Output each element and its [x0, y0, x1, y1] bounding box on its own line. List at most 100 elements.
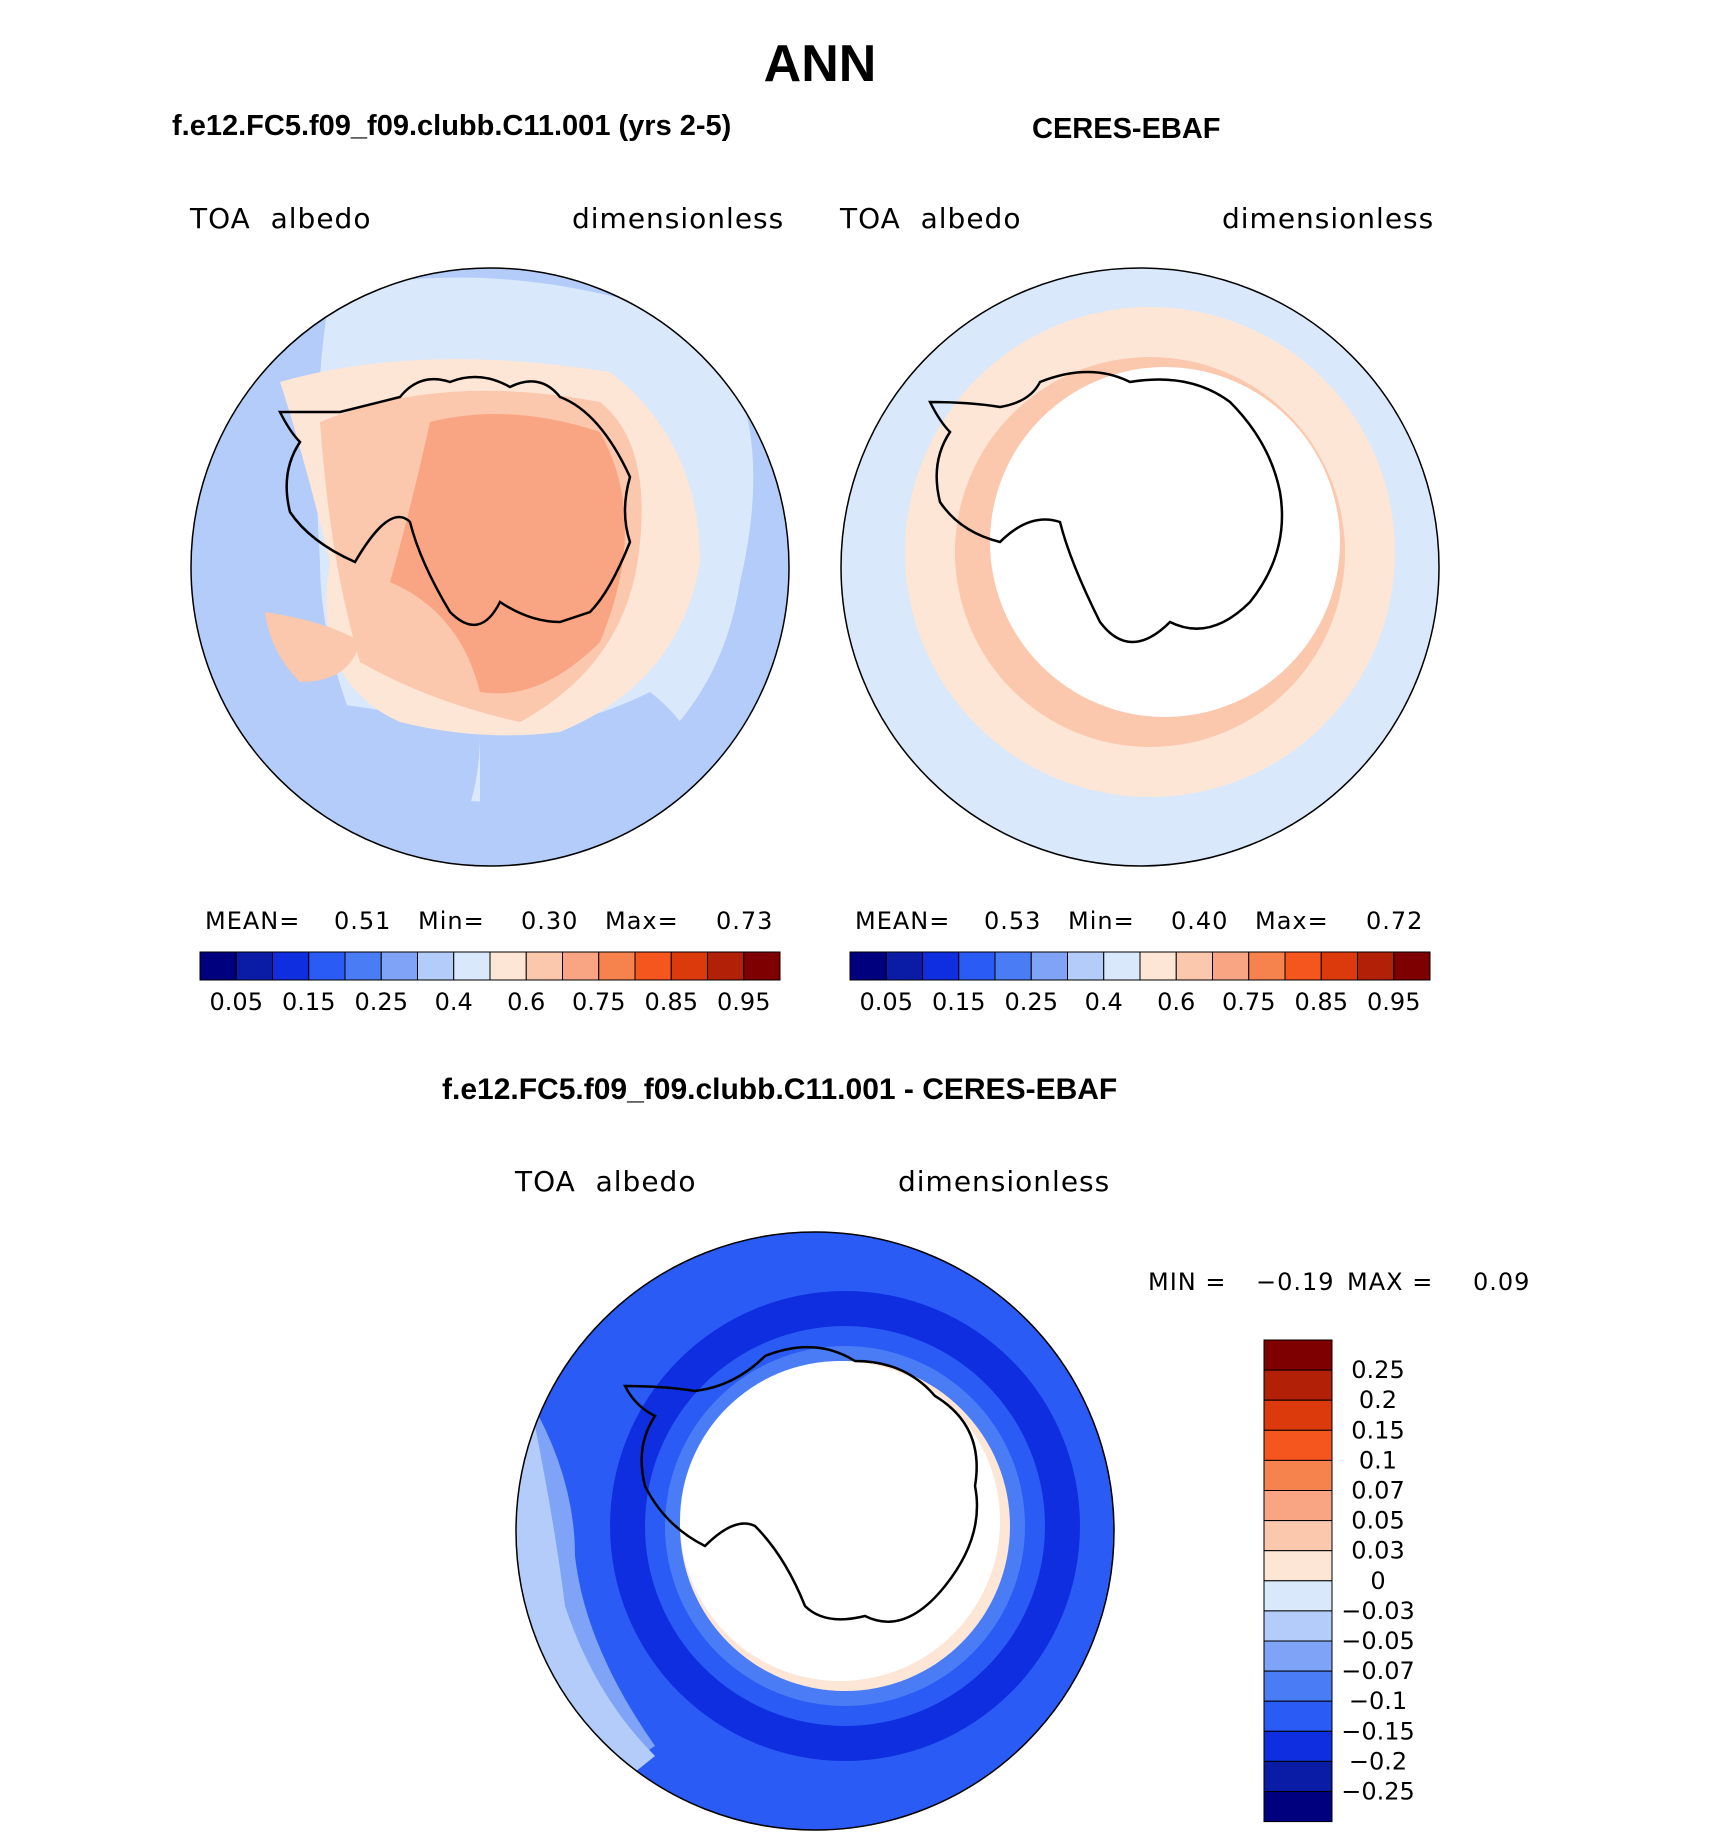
panel1-colorbar-swatch	[670, 951, 708, 981]
panel2-variable-label: TOA albedo	[840, 202, 1022, 235]
diff-colorbar-tick-label: 0.2	[1359, 1386, 1397, 1414]
panel1-variable-label: TOA albedo	[190, 202, 372, 235]
diff-colorbar-swatch	[1263, 1640, 1333, 1672]
panel2-colorbar-swatch	[1248, 951, 1286, 981]
panel1-mean-value: 0.51	[334, 907, 392, 935]
panel1-colorbar-tick-label: 0.05	[210, 988, 263, 1016]
antarctica-coastline	[277, 375, 632, 627]
diff-colorbar-tick-label: −0.05	[1341, 1627, 1415, 1655]
panel1-min-label: Min=	[418, 907, 485, 935]
antarctica-coastline	[927, 370, 1284, 644]
panel1-colorbar-swatch	[344, 951, 382, 981]
diff-colorbar-tick-label: −0.07	[1341, 1657, 1415, 1685]
panel1-colorbar-swatch	[199, 951, 237, 981]
panel1-colorbar-swatch	[598, 951, 636, 981]
panel2-colorbar-swatch	[1067, 951, 1105, 981]
panel2-colorbar-swatch	[885, 951, 923, 981]
diff-colorbar-tick-label: 0.05	[1351, 1507, 1404, 1535]
panel1-colorbar-swatch	[634, 951, 672, 981]
diff-variable-label: TOA albedo	[515, 1165, 697, 1198]
panel1-mean-label: MEAN=	[205, 907, 301, 935]
panel2-colorbar-tick-label: 0.95	[1367, 988, 1420, 1016]
diff-colorbar-tick-label: −0.1	[1349, 1687, 1407, 1715]
diff-colorbar-swatch	[1263, 1459, 1333, 1492]
diff-colorbar-swatch	[1263, 1490, 1333, 1522]
panel1-colorbar-swatch	[743, 951, 781, 981]
diff-min-value: −0.19	[1256, 1268, 1335, 1296]
panel1-colorbar-tick-label: 0.4	[435, 988, 473, 1016]
difference-colorbar: 0.250.20.150.10.070.050.030−0.03−0.05−0.…	[1263, 1339, 1415, 1823]
panel2-colorbar-tick-label: 0.75	[1222, 988, 1275, 1016]
diff-colorbar-swatch	[1263, 1429, 1333, 1461]
diff-colorbar-swatch	[1263, 1760, 1333, 1792]
diff-colorbar-swatch	[1263, 1670, 1333, 1702]
panel2-colorbar-swatch	[1320, 951, 1358, 981]
panel1-colorbar-tick-label: 0.95	[717, 988, 770, 1016]
difference-albedo-map	[515, 1231, 1115, 1831]
panel2-colorbar: 0.05 0.15 0.25 0.4 0.6 0.75 0.85 0.95	[849, 951, 1431, 1016]
diff-colorbar-swatch	[1263, 1550, 1333, 1582]
panel1-colorbar-swatch	[489, 951, 527, 981]
panel1-colorbar-tick-label: 0.25	[355, 988, 408, 1016]
diff-colorbar-tick-label: −0.03	[1341, 1597, 1415, 1625]
panel1-min-value: 0.30	[521, 907, 579, 935]
diff-colorbar-swatch	[1263, 1339, 1333, 1371]
diff-colorbar-tick-label: 0.03	[1351, 1537, 1404, 1565]
missing-data-region	[990, 367, 1340, 717]
panel1-colorbar-swatch	[525, 951, 563, 981]
panel2-colorbar-swatch	[922, 951, 960, 981]
panel1-colorbar-tick-label: 0.6	[507, 988, 545, 1016]
panel1-max-label: Max=	[605, 907, 679, 935]
panel2-colorbar-tick-label: 0.6	[1157, 988, 1195, 1016]
panel2-colorbar-swatch	[1393, 951, 1431, 981]
panel2-colorbar-swatch	[958, 951, 996, 981]
panel1-colorbar-swatch	[308, 951, 346, 981]
panel2-colorbar-tick-label: 0.4	[1085, 988, 1123, 1016]
panel1-colorbar-swatch	[235, 951, 273, 981]
diff-units-label: dimensionless	[898, 1165, 1111, 1198]
diff-max-label: MAX =	[1347, 1268, 1434, 1296]
diff-colorbar-tick-label: 0.15	[1351, 1416, 1404, 1444]
obs-case-title: CERES-EBAF	[1032, 113, 1221, 145]
diff-colorbar-swatch	[1263, 1791, 1333, 1823]
panel2-colorbar-swatch	[1212, 951, 1250, 981]
panel1-colorbar-swatch	[562, 951, 600, 981]
model-case-title: f.e12.FC5.f09_f09.clubb.C11.001 (yrs 2-5…	[172, 110, 732, 142]
diff-colorbar-swatch	[1263, 1580, 1333, 1612]
panel1-colorbar-tick-label: 0.85	[645, 988, 698, 1016]
panel1-units-label: dimensionless	[572, 202, 785, 235]
diff-colorbar-swatch	[1263, 1399, 1333, 1431]
model-albedo-map	[190, 267, 790, 867]
panel2-colorbar-swatch	[1175, 951, 1213, 981]
panel2-colorbar-swatch	[1139, 951, 1177, 981]
panel2-min-label: Min=	[1068, 907, 1135, 935]
diff-colorbar-tick-label: 0.25	[1351, 1356, 1404, 1384]
panel2-colorbar-tick-label: 0.15	[932, 988, 985, 1016]
diff-colorbar-swatch	[1263, 1520, 1333, 1552]
panel1-colorbar-swatch	[380, 951, 418, 981]
panel2-colorbar-swatch	[1030, 951, 1068, 981]
panel2-colorbar-swatch	[849, 951, 887, 981]
panel2-colorbar-tick-label: 0.25	[1005, 988, 1058, 1016]
panel1-colorbar: 0.05 0.15 0.25 0.4 0.6 0.75 0.85 0.95	[199, 951, 781, 1016]
panel2-colorbar-tick-label: 0.85	[1295, 988, 1348, 1016]
diff-max-value: 0.09	[1473, 1268, 1531, 1296]
panel1-max-value: 0.73	[716, 907, 774, 935]
panel2-mean-value: 0.53	[984, 907, 1042, 935]
panel2-colorbar-swatch	[994, 951, 1032, 981]
diff-colorbar-tick-label: −0.25	[1341, 1778, 1415, 1806]
diff-colorbar-tick-label: −0.15	[1341, 1717, 1415, 1745]
panel2-colorbar-tick-label: 0.05	[860, 988, 913, 1016]
panel1-colorbar-swatch	[707, 951, 745, 981]
panel2-colorbar-swatch	[1103, 951, 1141, 981]
diff-colorbar-swatch	[1263, 1369, 1333, 1401]
panel1-colorbar-swatch	[272, 951, 310, 981]
panel1-colorbar-tick-label: 0.75	[572, 988, 625, 1016]
diff-min-label: MIN =	[1148, 1268, 1227, 1296]
panel2-units-label: dimensionless	[1222, 202, 1435, 235]
diff-colorbar-tick-label: 0	[1370, 1567, 1385, 1595]
main-title: ANN	[763, 35, 877, 93]
diff-colorbar-swatch	[1263, 1730, 1333, 1762]
panel2-colorbar-swatch	[1357, 951, 1395, 981]
panel2-min-value: 0.40	[1171, 907, 1229, 935]
